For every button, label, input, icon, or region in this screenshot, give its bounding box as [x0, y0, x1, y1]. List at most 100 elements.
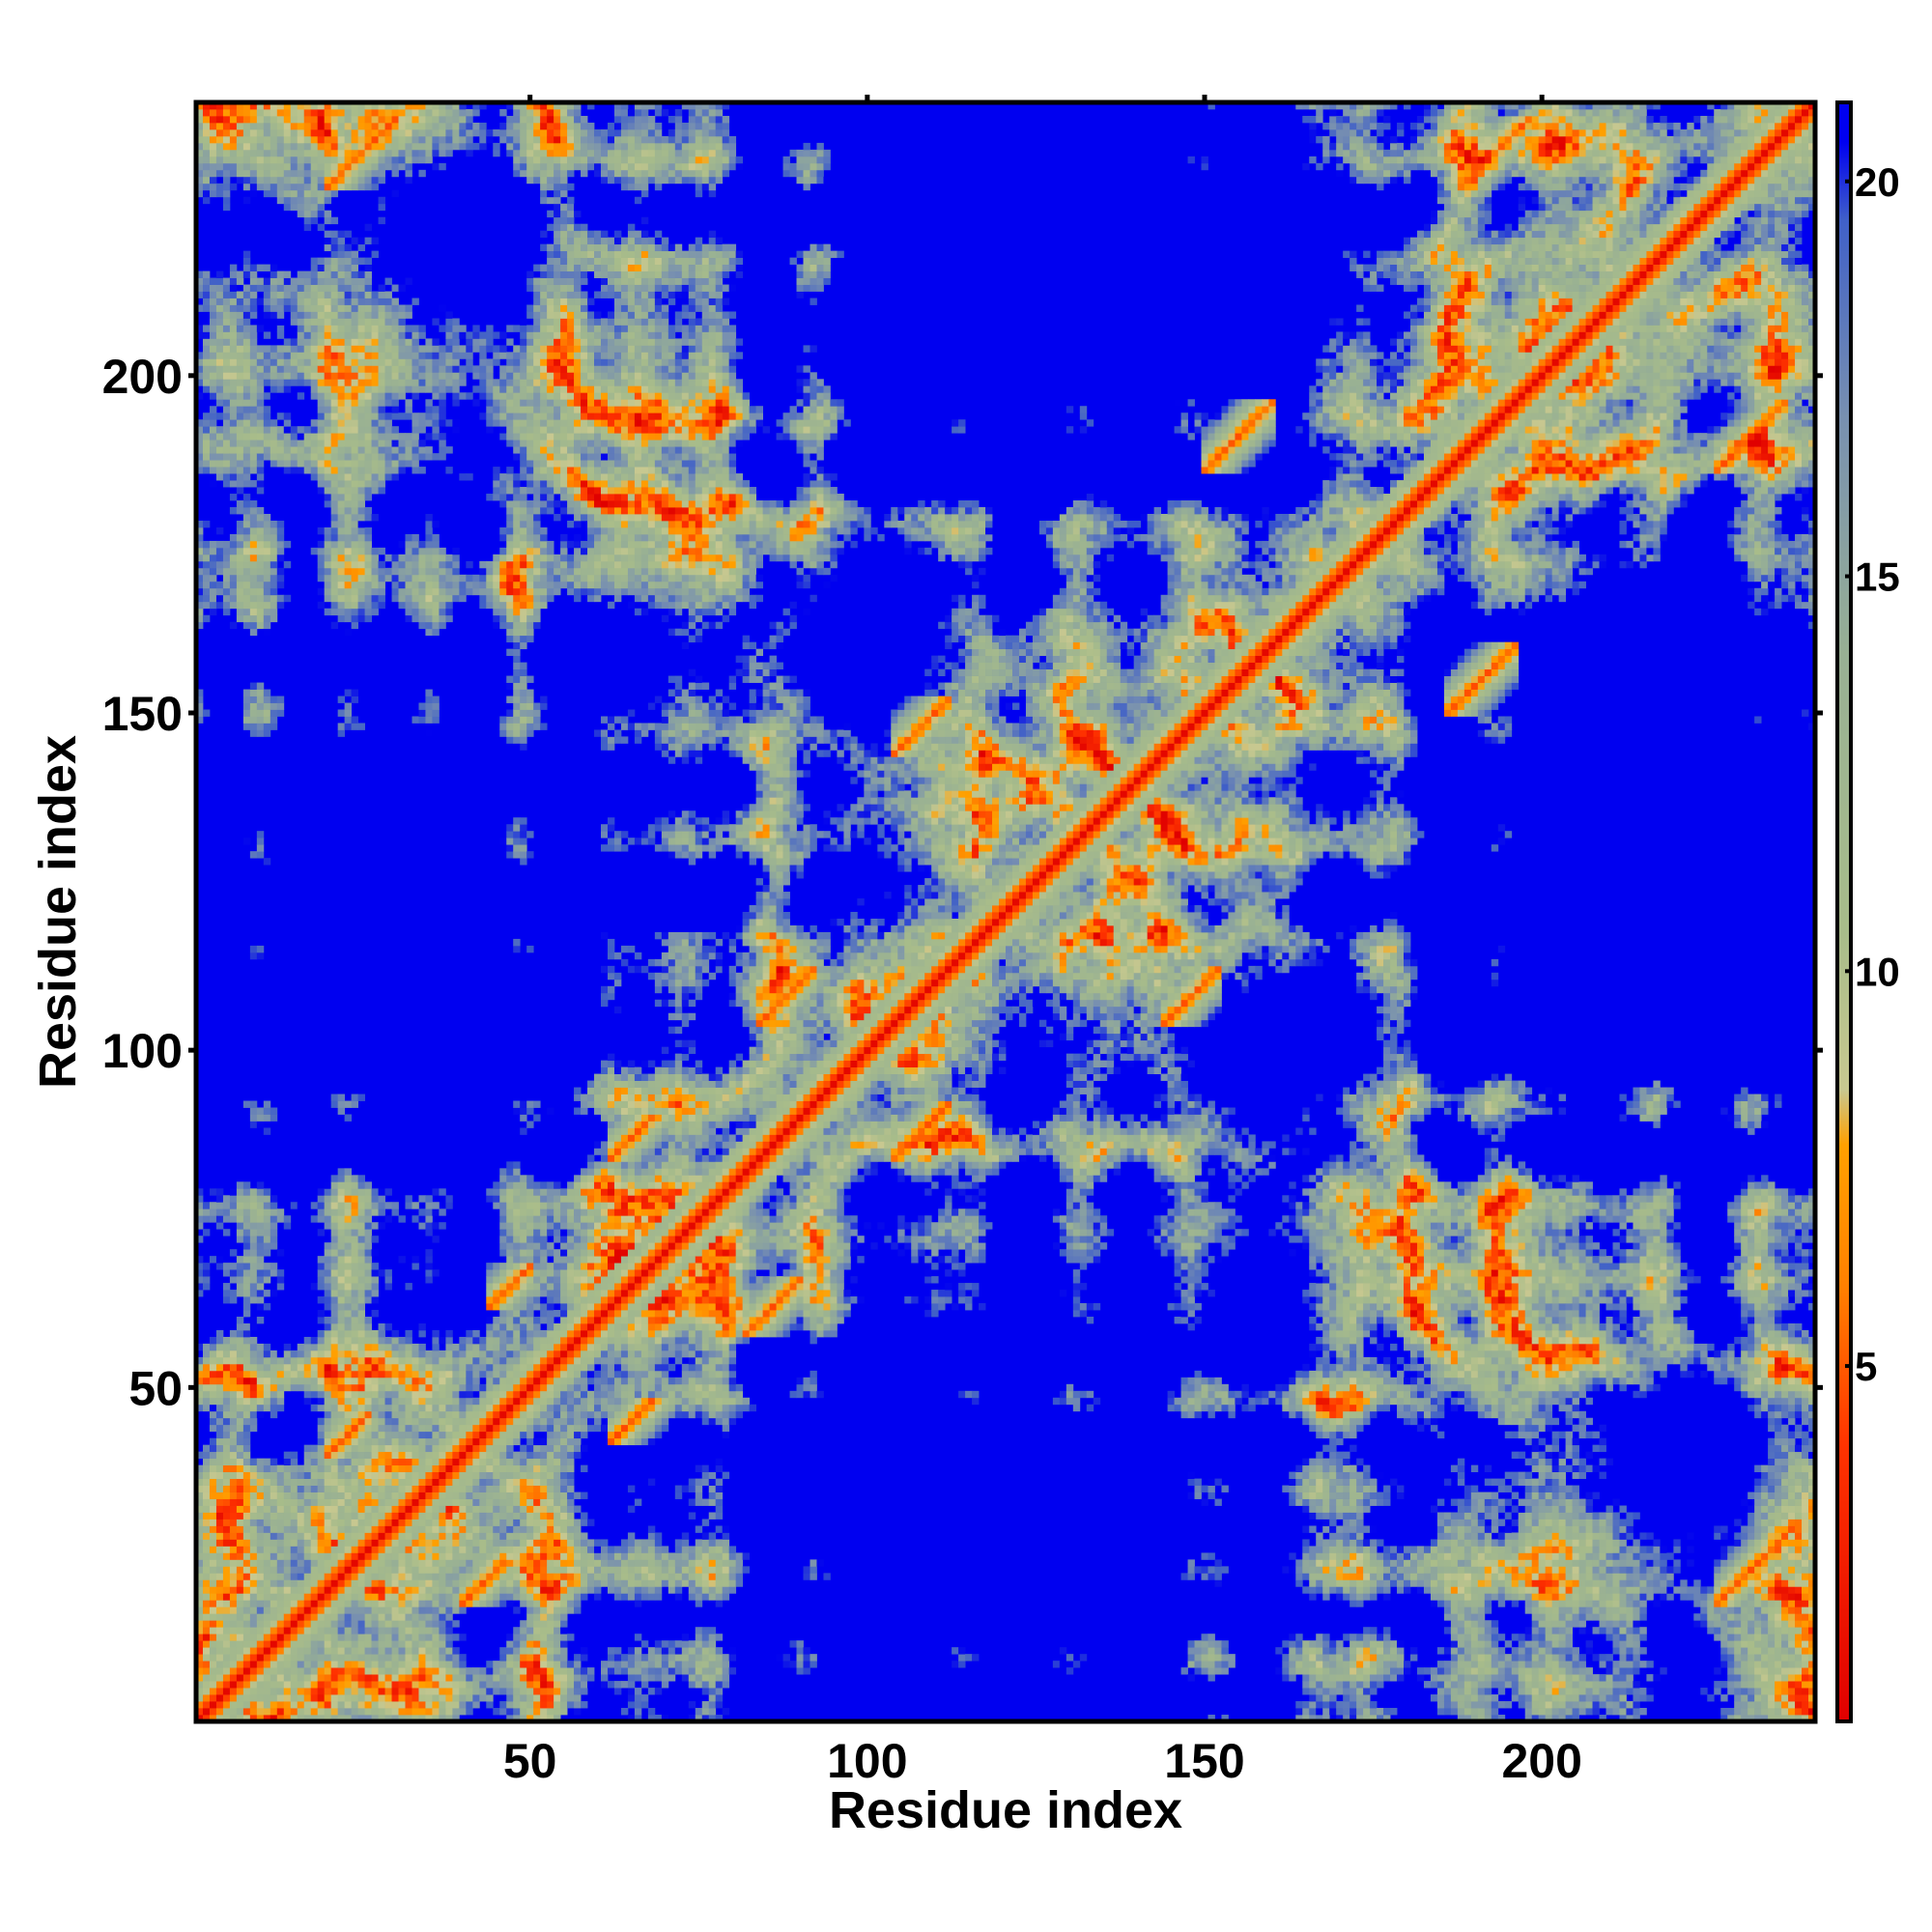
heatmap-cell	[384, 567, 392, 576]
heatmap-cell	[405, 1485, 412, 1492]
heatmap-cell	[459, 1478, 467, 1486]
heatmap-cell	[283, 1343, 292, 1351]
heatmap-cell	[236, 1634, 244, 1641]
heatmap-cell	[290, 122, 298, 130]
heatmap-cell	[432, 1600, 440, 1607]
heatmap-cell	[452, 1343, 460, 1351]
heatmap-cell	[290, 1532, 298, 1540]
heatmap-cell	[276, 1370, 285, 1378]
heatmap-cell	[215, 433, 224, 440]
heatmap-cell	[412, 716, 419, 724]
heatmap-cell	[337, 487, 346, 495]
heatmap-cell	[432, 1674, 440, 1682]
heatmap-cell	[472, 1458, 480, 1466]
heatmap-cell	[364, 1296, 372, 1304]
heatmap-cell	[242, 1552, 251, 1560]
heatmap-cell	[236, 1654, 244, 1662]
heatmap-cell	[290, 1505, 298, 1513]
heatmap-cell	[378, 372, 385, 380]
heatmap-cell	[276, 1276, 285, 1284]
heatmap-cell	[236, 1317, 244, 1324]
heatmap-cell	[384, 440, 392, 447]
heatmap-cell	[236, 1336, 244, 1345]
heatmap-cell	[249, 345, 258, 353]
heatmap-cell	[236, 574, 244, 582]
heatmap-cell	[297, 156, 305, 164]
heatmap-cell	[196, 1451, 204, 1460]
heatmap-cell	[459, 1431, 467, 1439]
heatmap-cell	[263, 1532, 271, 1540]
heatmap-cell	[283, 1539, 292, 1547]
heatmap-cell	[405, 1715, 412, 1722]
heatmap-cell	[378, 1458, 385, 1466]
heatmap-cell	[222, 406, 231, 413]
heatmap-cell	[236, 128, 244, 137]
heatmap-cell	[398, 1573, 406, 1580]
heatmap-cell	[290, 1654, 298, 1662]
heatmap-cell	[256, 1410, 265, 1419]
heatmap-cell	[242, 587, 251, 596]
heatmap-cell	[229, 1329, 238, 1338]
heatmap-cell	[418, 379, 426, 386]
heatmap-cell	[384, 385, 392, 393]
heatmap-cell	[371, 1539, 379, 1547]
heatmap-cell	[337, 291, 346, 298]
heatmap-cell	[290, 1593, 298, 1601]
heatmap-cell	[324, 533, 332, 542]
heatmap-cell	[236, 1383, 244, 1392]
heatmap-cell	[432, 1586, 440, 1594]
heatmap-cell	[229, 1410, 238, 1419]
heatmap-cell	[317, 1539, 326, 1547]
heatmap-cell	[202, 419, 211, 427]
heatmap-cell	[270, 547, 278, 555]
heatmap-cell	[242, 1478, 251, 1486]
heatmap-cell	[351, 574, 358, 582]
heatmap-cell	[445, 1512, 453, 1520]
heatmap-cell	[330, 1559, 339, 1567]
heatmap-cell	[357, 108, 365, 117]
heatmap-cell	[337, 318, 346, 326]
heatmap-cell	[459, 587, 467, 596]
heatmap-cell	[351, 1383, 358, 1392]
heatmap-cell	[196, 331, 204, 339]
heatmap-cell	[310, 304, 319, 312]
heatmap-cell	[418, 1471, 426, 1479]
heatmap-cell	[324, 446, 332, 454]
heatmap-cell	[196, 1383, 204, 1392]
heatmap-cell	[196, 1688, 204, 1695]
heatmap-cell	[466, 345, 473, 353]
heatmap-cell	[344, 1322, 353, 1331]
heatmap-cell	[249, 169, 258, 178]
heatmap-cell	[209, 1654, 217, 1662]
heatmap-cell	[391, 352, 399, 359]
heatmap-cell	[256, 480, 265, 488]
heatmap-cell	[378, 426, 385, 434]
heatmap-cell	[310, 467, 319, 474]
heatmap-cell	[202, 1356, 211, 1365]
heatmap-cell	[439, 594, 446, 603]
heatmap-cell	[196, 1546, 204, 1553]
heatmap-cell	[303, 169, 312, 178]
heatmap-cell	[229, 298, 238, 305]
heatmap-cell	[297, 338, 305, 346]
heatmap-cell	[270, 520, 278, 528]
heatmap-cell	[249, 1242, 258, 1250]
heatmap-cell	[357, 1634, 365, 1641]
heatmap-cell	[445, 1350, 453, 1358]
heatmap-cell	[222, 1708, 231, 1716]
heatmap-cell	[425, 1661, 433, 1668]
heatmap-cell	[391, 1458, 399, 1466]
heatmap-cell	[398, 142, 406, 151]
heatmap-cell	[439, 392, 446, 400]
heatmap-cell	[242, 1417, 251, 1426]
heatmap-cell	[229, 128, 238, 137]
heatmap-cell	[439, 1390, 446, 1399]
heatmap-cell	[209, 183, 217, 191]
heatmap-cell	[371, 480, 379, 488]
heatmap-cell	[256, 1343, 265, 1351]
heatmap-cell	[222, 1539, 231, 1547]
heatmap-cell	[196, 533, 204, 542]
heatmap-cell	[303, 149, 312, 157]
heatmap-cell	[357, 1464, 365, 1473]
heatmap-cell	[215, 318, 224, 326]
